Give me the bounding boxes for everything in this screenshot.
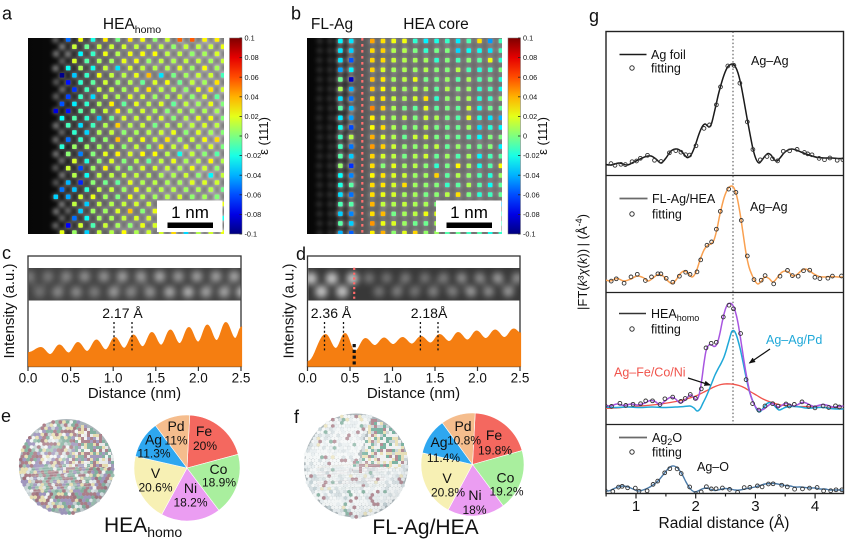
svg-text:2: 2 [692, 498, 700, 515]
svg-text:a: a [2, 4, 13, 24]
svg-text:c: c [2, 243, 11, 263]
svg-text:V: V [151, 465, 161, 481]
svg-text:Ni: Ni [184, 480, 197, 496]
svg-text:1 nm: 1 nm [450, 203, 488, 222]
svg-text:HEA core: HEA core [403, 16, 468, 33]
svg-text:-0.06: -0.06 [523, 190, 540, 199]
svg-text:Ag: Ag [430, 434, 447, 450]
svg-text:4: 4 [811, 498, 819, 515]
svg-text:19.8%: 19.8% [478, 444, 512, 458]
svg-text:10.8%: 10.8% [447, 434, 481, 448]
svg-text:11.3%: 11.3% [137, 447, 170, 461]
svg-text:1 nm: 1 nm [171, 203, 209, 222]
svg-text:Fe: Fe [196, 423, 213, 439]
svg-text:Ag–Fe/Co/Ni: Ag–Fe/Co/Ni [614, 366, 686, 380]
svg-text:ε (111): ε (111) [535, 117, 550, 155]
svg-text:0.02: 0.02 [523, 112, 537, 121]
svg-text:0.5: 0.5 [341, 371, 360, 386]
svg-text:-0.02: -0.02 [245, 151, 262, 160]
svg-text:Ag–Ag: Ag–Ag [751, 54, 789, 68]
svg-text:-0.08: -0.08 [245, 210, 262, 219]
svg-text:2.0: 2.0 [468, 371, 487, 386]
svg-text:0.04: 0.04 [245, 92, 259, 101]
svg-text:|FT(k³χ(k)) | (Å-4): |FT(k³χ(k)) | (Å-4) [574, 214, 590, 310]
svg-text:Co: Co [497, 470, 515, 486]
svg-text:0.06: 0.06 [523, 73, 537, 82]
svg-text:20.8%: 20.8% [431, 486, 465, 500]
svg-text:1.5: 1.5 [146, 371, 165, 386]
svg-text:19.2%: 19.2% [489, 485, 523, 499]
svg-text:Ag–Ag: Ag–Ag [750, 200, 788, 214]
svg-text:11%: 11% [164, 434, 187, 448]
svg-text:2.18Å: 2.18Å [411, 305, 448, 321]
svg-text:-0.04: -0.04 [523, 171, 540, 180]
svg-text:FL-Ag/HEA: FL-Ag/HEA [372, 516, 478, 539]
svg-text:V: V [442, 470, 452, 486]
svg-text:HEAhomo: HEAhomo [104, 514, 182, 540]
svg-text:e: e [1, 406, 11, 426]
svg-text:-0.04: -0.04 [245, 171, 262, 180]
svg-text:Radial distance (Å): Radial distance (Å) [659, 515, 790, 532]
svg-text:2.5: 2.5 [511, 371, 530, 386]
svg-text:g: g [589, 6, 599, 26]
svg-text:f: f [294, 407, 300, 427]
svg-text:11.4%: 11.4% [427, 451, 460, 465]
svg-text:-0.1: -0.1 [523, 230, 536, 239]
svg-text:Ag–Ag/Pd: Ag–Ag/Pd [766, 333, 822, 347]
svg-text:2.0: 2.0 [189, 371, 208, 386]
svg-text:0.08: 0.08 [523, 53, 537, 62]
svg-text:Pd: Pd [167, 418, 184, 434]
svg-text:-0.1: -0.1 [245, 230, 258, 239]
svg-text:2.36 Å: 2.36 Å [311, 305, 352, 321]
svg-text:0.1: 0.1 [523, 34, 533, 43]
svg-text:0.08: 0.08 [245, 53, 259, 62]
svg-text:0.02: 0.02 [245, 112, 259, 121]
svg-text:Ag2O: Ag2O [652, 431, 682, 447]
svg-text:Intensity (a.u.): Intensity (a.u.) [281, 263, 298, 358]
svg-text:-0.02: -0.02 [523, 151, 540, 160]
svg-text:Distance (nm): Distance (nm) [88, 385, 181, 402]
svg-text:Fe: Fe [486, 427, 503, 443]
svg-text:Intensity (a.u.): Intensity (a.u.) [1, 263, 18, 358]
svg-text:0: 0 [245, 132, 249, 141]
svg-text:FL-Ag/HEA: FL-Ag/HEA [652, 192, 716, 206]
svg-text:0.5: 0.5 [61, 371, 80, 386]
svg-text:1.0: 1.0 [104, 371, 123, 386]
svg-text:Ag: Ag [145, 432, 162, 448]
svg-text:1: 1 [632, 498, 640, 515]
svg-text:fitting: fitting [652, 208, 682, 222]
svg-text:fitting: fitting [651, 62, 681, 76]
svg-text:ε (111): ε (111) [256, 117, 271, 155]
svg-text:fitting: fitting [651, 323, 681, 337]
svg-text:0.04: 0.04 [523, 92, 537, 101]
svg-text:18%: 18% [462, 503, 486, 517]
svg-text:Co: Co [210, 461, 228, 477]
svg-text:0: 0 [523, 132, 527, 141]
svg-text:18.2%: 18.2% [173, 496, 207, 510]
svg-text:2.17 Å: 2.17 Å [102, 305, 143, 321]
svg-text:2.5: 2.5 [232, 371, 251, 386]
svg-text:20%: 20% [193, 439, 217, 453]
svg-text:Pd: Pd [454, 418, 471, 434]
svg-text:1.5: 1.5 [426, 371, 445, 386]
svg-text:0.06: 0.06 [245, 73, 259, 82]
svg-text:18.9%: 18.9% [202, 476, 236, 490]
svg-text:0.0: 0.0 [19, 371, 38, 386]
svg-text:b: b [291, 4, 301, 24]
svg-text:Ag–O: Ag–O [697, 460, 729, 474]
svg-text:fitting: fitting [652, 446, 682, 460]
svg-text:-0.08: -0.08 [523, 210, 540, 219]
svg-text:1.0: 1.0 [383, 371, 402, 386]
svg-text:0.0: 0.0 [298, 371, 317, 386]
svg-text:Ag foil: Ag foil [651, 48, 686, 62]
svg-text:-0.06: -0.06 [245, 190, 262, 199]
svg-text:20.6%: 20.6% [138, 481, 172, 495]
svg-text:FL-Ag: FL-Ag [311, 16, 353, 33]
svg-text:d: d [296, 244, 306, 264]
svg-text:3: 3 [751, 498, 759, 515]
svg-text:Distance (nm): Distance (nm) [367, 385, 460, 402]
svg-text:0.1: 0.1 [245, 34, 255, 43]
svg-text:Ni: Ni [468, 487, 481, 503]
